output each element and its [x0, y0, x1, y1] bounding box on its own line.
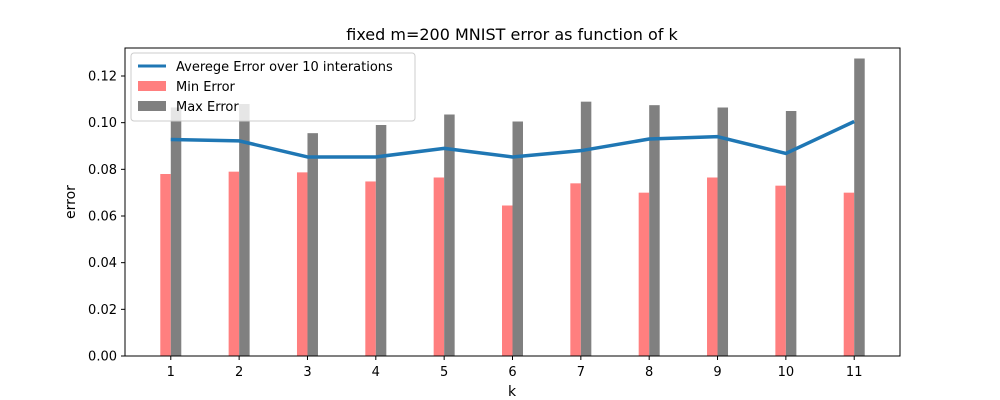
- legend-box: [130, 52, 416, 122]
- x-tick-label: 7: [577, 365, 585, 380]
- bar-max-error: [239, 104, 250, 356]
- bar-max-error: [444, 114, 455, 356]
- y-tick-label: 0.08: [88, 163, 117, 178]
- y-tick-label: 0.00: [88, 350, 117, 365]
- bar-min-error: [160, 174, 171, 356]
- legend-label-average: Averege Error over 10 interations: [176, 60, 393, 75]
- average-error-line: [170, 119, 855, 159]
- legend-min-swatch: [138, 81, 166, 91]
- y-axis-label: error: [63, 185, 79, 219]
- bar-max-error: [854, 58, 865, 356]
- bar-min-error: [433, 177, 445, 356]
- bar-max-error: [307, 133, 318, 356]
- x-tick-label: 8: [645, 365, 653, 380]
- legend-label-max: Max Error: [176, 100, 239, 115]
- x-tick-label: 10: [778, 365, 795, 380]
- x-axis-ticks: 1 2 3 4 5 6 7 8 9 10 11: [167, 356, 863, 380]
- legend-label-min: Min Error: [176, 80, 236, 95]
- bar-min-error: [502, 205, 513, 356]
- x-axis-label: k: [508, 384, 517, 400]
- bar-max-error: [785, 111, 797, 356]
- x-tick-label: 4: [372, 365, 380, 380]
- bar-min-error: [228, 171, 240, 356]
- bar-min-error: [296, 172, 308, 356]
- bar-min-error: [707, 177, 718, 356]
- bar-min-error: [843, 192, 855, 356]
- bar-max-error: [512, 121, 523, 356]
- legend-max-swatch: [138, 101, 166, 111]
- y-axis-ticks: 0.00 0.02 0.04 0.06 0.08 0.10 0.12: [88, 70, 125, 365]
- x-tick-label: 6: [508, 365, 516, 380]
- chart-title: fixed m=200 MNIST error as function of k: [346, 25, 678, 44]
- y-tick-label: 0.06: [88, 210, 117, 225]
- bar-min-error: [638, 192, 650, 356]
- plot-area: [124, 47, 901, 357]
- bar-min-error: [775, 185, 786, 356]
- bar-max-error: [170, 107, 182, 356]
- bars-layer: [160, 58, 865, 357]
- y-tick-label: 0.02: [88, 303, 117, 318]
- x-tick-label: 3: [303, 365, 311, 380]
- bar-min-error: [570, 183, 581, 356]
- y-tick-label: 0.12: [88, 70, 117, 85]
- x-tick-label: 2: [235, 365, 243, 380]
- x-tick-label: 9: [713, 365, 721, 380]
- y-tick-label: 0.04: [88, 256, 117, 271]
- y-tick-label: 0.10: [88, 116, 117, 131]
- bar-max-error: [375, 125, 387, 356]
- x-tick-label: 1: [167, 365, 175, 380]
- legend: Averege Error over 10 interations Min Er…: [130, 52, 416, 122]
- bar-min-error: [365, 181, 376, 356]
- bar-max-error: [649, 105, 660, 357]
- x-tick-label: 11: [846, 365, 863, 380]
- line-layer: [170, 119, 855, 159]
- x-tick-label: 5: [440, 365, 448, 380]
- bar-max-error: [580, 101, 592, 357]
- bar-max-error: [717, 107, 729, 356]
